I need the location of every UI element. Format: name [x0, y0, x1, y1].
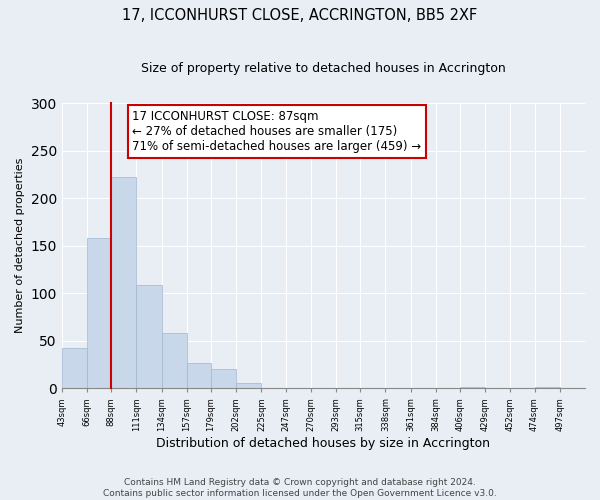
Bar: [161, 333, 187, 388]
X-axis label: Distribution of detached houses by size in Accrington: Distribution of detached houses by size …: [157, 437, 490, 450]
Bar: [136, 284, 161, 389]
Text: Contains HM Land Registry data © Crown copyright and database right 2024.
Contai: Contains HM Land Registry data © Crown c…: [103, 478, 497, 498]
Text: 17, ICCONHURST CLOSE, ACCRINGTON, BB5 2XF: 17, ICCONHURST CLOSE, ACCRINGTON, BB5 2X…: [122, 8, 478, 22]
Bar: [62, 348, 87, 389]
Bar: [236, 382, 262, 388]
Bar: [187, 362, 211, 388]
Bar: [87, 238, 111, 388]
Bar: [111, 177, 136, 388]
Title: Size of property relative to detached houses in Accrington: Size of property relative to detached ho…: [141, 62, 506, 76]
Text: 17 ICCONHURST CLOSE: 87sqm
← 27% of detached houses are smaller (175)
71% of sem: 17 ICCONHURST CLOSE: 87sqm ← 27% of deta…: [133, 110, 422, 153]
Bar: [211, 370, 236, 388]
Y-axis label: Number of detached properties: Number of detached properties: [15, 158, 25, 334]
